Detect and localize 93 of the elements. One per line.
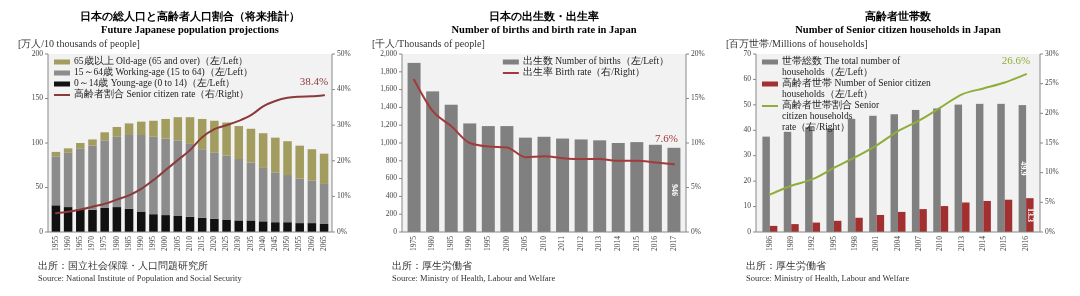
bar (983, 200, 991, 232)
bar (112, 126, 122, 137)
y-axis-title: [百万世帯/Millions of households] (726, 38, 868, 49)
bar (112, 207, 122, 232)
bar (307, 149, 317, 181)
legend-label: 高齢者世帯割合 Senior citizen households rate（右/Right） (782, 99, 881, 133)
bar (100, 207, 109, 232)
bar (210, 218, 219, 232)
bar (283, 175, 292, 223)
bar (88, 209, 97, 232)
bar (295, 178, 304, 224)
bar (149, 136, 158, 215)
bar (222, 219, 231, 232)
bar (210, 152, 219, 219)
bar (100, 140, 109, 208)
bar (136, 121, 146, 135)
data-label: 13.3 (1026, 208, 1036, 223)
source-note: Source: National Institute of Population and Social Security (38, 273, 243, 283)
data-label: 26.6% (1001, 54, 1031, 67)
chart-title: 日本の総人口と高齢者人口割合（将来推計） (80, 10, 300, 23)
chart-subtitle: Future Japanese population projections (101, 24, 279, 35)
bar (791, 224, 799, 232)
bar (246, 128, 256, 163)
bar (100, 132, 109, 141)
bar (161, 118, 170, 139)
bar (185, 117, 195, 144)
bar (319, 153, 329, 184)
bar (234, 159, 244, 221)
bar (295, 145, 304, 179)
text: 出所：厚生労働省 (746, 260, 826, 271)
legend-label: 高齢者割合 Senior citizen rate（右/Right） (74, 88, 250, 100)
bar (88, 139, 97, 146)
bar (246, 162, 256, 221)
bar (112, 136, 122, 208)
bar (962, 202, 970, 232)
bar (63, 152, 73, 208)
bar (319, 183, 329, 224)
bar (149, 120, 158, 137)
chart-title: 日本の出生数・出生率 (489, 10, 599, 22)
chart-title: 高齢者世帯数 (865, 10, 932, 22)
legend-label: 高齢者世帯 Number of Senior citizen households（左/Left） (782, 77, 931, 100)
bar (283, 222, 292, 232)
bar (940, 206, 949, 232)
legend-label: 出生数 Number of births（左/Left） (522, 55, 670, 67)
text: 出所：厚生労働省 (392, 260, 472, 271)
bar (76, 208, 85, 232)
legend-label: 出生率 Birth rate（右/Right） (522, 66, 646, 78)
chart-subtitle: Number of births and birth rate in Japan (451, 24, 637, 35)
data-label: 7.6% (655, 131, 678, 144)
bar (136, 211, 146, 232)
data-label: 946 (670, 183, 680, 196)
bar (185, 143, 195, 217)
bar (197, 149, 207, 218)
bar (124, 134, 134, 209)
source-note: Source: Ministry of Health, Labour and Welfare (746, 273, 910, 283)
bar (76, 148, 85, 209)
bar (1004, 199, 1013, 232)
bar (149, 214, 158, 232)
legend-label: 15～64歳 Working-age (15 to 64)（左/Left） (74, 66, 254, 79)
bar (258, 133, 268, 168)
bar (173, 117, 183, 141)
bar (307, 180, 317, 224)
bar (258, 167, 268, 222)
text: 出所：国立社会保障・人口問題研究所 (38, 260, 208, 271)
bar (88, 145, 97, 210)
y-axis-title: [千人/Thousands of people] (372, 38, 485, 49)
data-label: 49.9 (1018, 161, 1028, 176)
legend-label: 65歳以上 Old-age (65 and over)（左/Left） (74, 55, 249, 68)
bar (271, 137, 280, 173)
bar (124, 123, 134, 135)
bar (222, 122, 231, 156)
y-axis-title: [万人/10 thousands of people] (18, 38, 140, 49)
bar (234, 126, 244, 160)
bar (210, 120, 219, 153)
bar (222, 155, 231, 220)
bar (271, 222, 280, 232)
bar (295, 223, 304, 232)
bar (51, 156, 61, 206)
bar (855, 217, 863, 232)
bar (271, 172, 280, 223)
bar (76, 143, 85, 149)
bar (161, 138, 170, 216)
data-label: 38.4% (299, 75, 329, 88)
legend-label: 世帯総数 The total number of households（左/Left） (782, 55, 901, 78)
bar (283, 141, 292, 176)
bar (63, 148, 73, 153)
bar (234, 220, 244, 232)
chart-subtitle: Number of Senior citizen households in Japan (795, 24, 1001, 35)
bar (173, 140, 183, 216)
bar (161, 215, 170, 232)
bar (136, 134, 146, 212)
source-note: Source: Ministry of Health, Labour and Welfare (392, 273, 556, 283)
bar (919, 209, 927, 232)
